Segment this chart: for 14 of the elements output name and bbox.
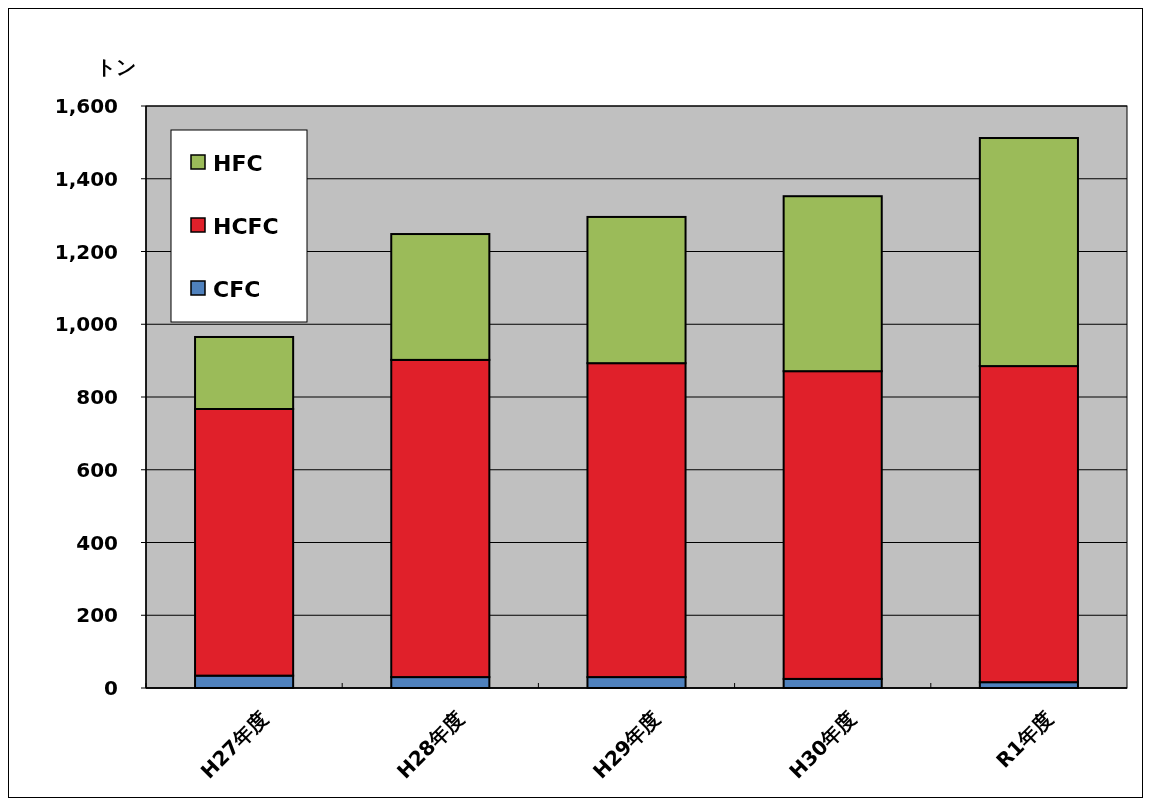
y-tick-label: 600 — [76, 457, 118, 482]
y-tick-label: 200 — [76, 603, 118, 628]
legend-label: CFC — [213, 276, 261, 302]
legend-label: HCFC — [213, 213, 279, 239]
y-tick-label: 800 — [76, 385, 118, 409]
y-tick-label: 400 — [76, 530, 118, 555]
legend-label: HFC — [213, 150, 263, 176]
y-tick-label: 0 — [104, 676, 118, 700]
x-tick-label: R1年度 — [991, 706, 1058, 773]
y-tick-label: 1,200 — [54, 239, 118, 264]
y-tick-label: 1,000 — [54, 312, 118, 337]
y-tick-label: 1,600 — [54, 94, 118, 118]
y-tick-label: 1,400 — [54, 166, 118, 191]
y-axis-title: トン — [96, 55, 136, 79]
